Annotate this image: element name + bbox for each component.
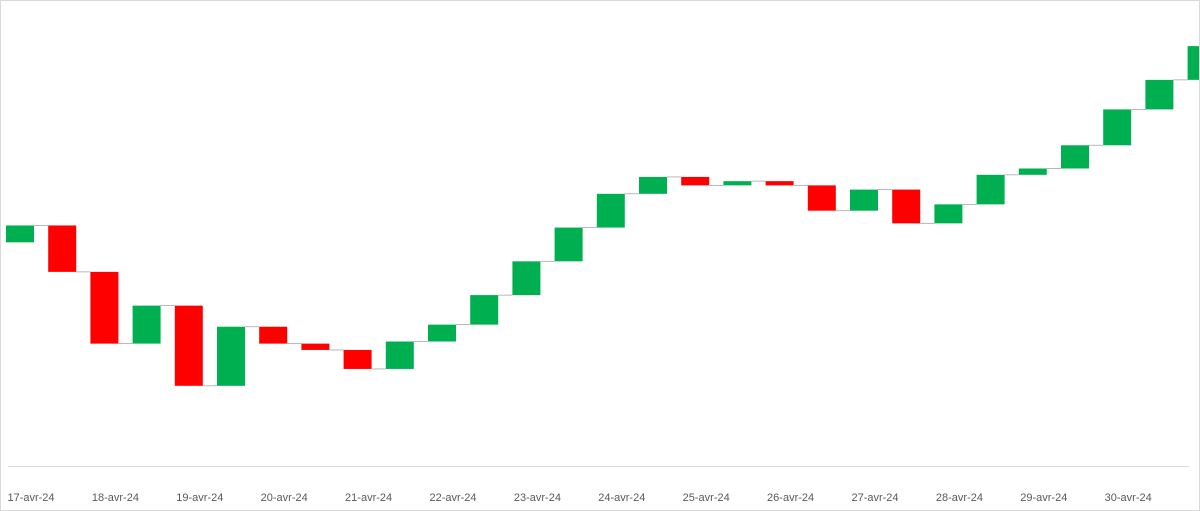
x-tick-label: 27-avr-24 — [851, 492, 898, 504]
increase-bar — [512, 261, 541, 296]
increase-bar — [596, 193, 625, 228]
waterfall-bars — [6, 46, 1199, 386]
x-tick-label: 18-avr-24 — [92, 492, 139, 504]
increase-bar — [1187, 46, 1199, 80]
increase-bar — [934, 204, 963, 224]
increase-bar — [1061, 145, 1089, 169]
decrease-bar — [765, 181, 794, 186]
x-tick-label: 22-avr-24 — [429, 492, 476, 504]
decrease-bar — [301, 343, 330, 350]
connector-lines — [34, 79, 1188, 387]
increase-bar — [1018, 168, 1047, 175]
decrease-bar — [807, 185, 836, 211]
x-tick-label: 28-avr-24 — [936, 492, 983, 504]
x-tick-label: 29-avr-24 — [1020, 492, 1067, 504]
x-tick-label: 24-avr-24 — [598, 492, 645, 504]
x-tick-label: 21-avr-24 — [345, 492, 392, 504]
increase-bar — [385, 341, 414, 369]
x-tick-label: 17-avr-24 — [7, 492, 54, 504]
decrease-bar — [174, 305, 203, 386]
decrease-bar — [90, 271, 119, 344]
increase-bar — [723, 181, 752, 186]
x-tick-label: 25-avr-24 — [683, 492, 730, 504]
increase-bar — [639, 176, 667, 194]
increase-bar — [554, 227, 583, 262]
decrease-bar — [681, 176, 710, 186]
x-tick-label: 19-avr-24 — [176, 492, 223, 504]
increase-bar — [1145, 79, 1174, 110]
increase-bar — [217, 326, 245, 386]
increase-bar — [428, 324, 456, 342]
decrease-bar — [892, 189, 921, 224]
decrease-bar — [259, 326, 288, 344]
increase-bar — [976, 174, 1005, 205]
increase-bar — [132, 305, 161, 344]
increase-bar — [6, 225, 34, 243]
decrease-bar — [48, 225, 77, 272]
increase-bar — [850, 189, 878, 211]
x-tick-label: 30-avr-24 — [1105, 492, 1152, 504]
decrease-bar — [343, 349, 372, 369]
x-tick-label: 23-avr-24 — [514, 492, 561, 504]
x-tick-label: 20-avr-24 — [261, 492, 308, 504]
x-tick-label: 26-avr-24 — [767, 492, 814, 504]
increase-bar — [470, 295, 499, 325]
increase-bar — [1103, 109, 1132, 146]
x-axis-tick-labels: 17-avr-24 18-avr-24 19-avr-24 20-avr-24 21-a… — [7, 492, 1151, 504]
